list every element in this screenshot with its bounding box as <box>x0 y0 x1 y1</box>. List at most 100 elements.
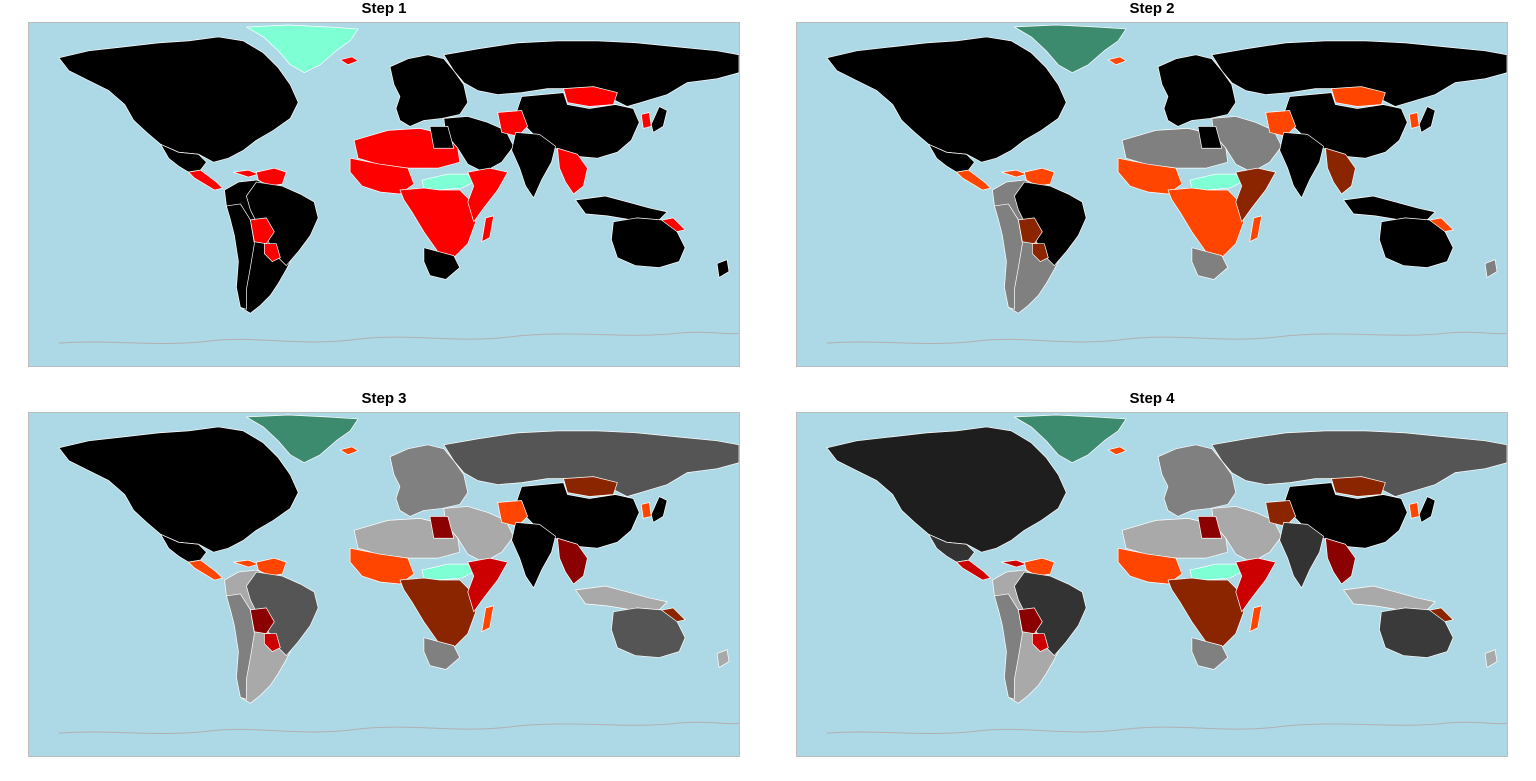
region-s-africa <box>1191 637 1229 670</box>
region-iceland <box>339 56 359 66</box>
region-e-africa <box>467 557 509 613</box>
region-japan <box>1418 496 1436 523</box>
antarctica-outline <box>58 721 739 734</box>
region-greenland <box>1014 24 1127 74</box>
region-korea <box>1408 502 1420 519</box>
region-paraguay <box>263 243 281 262</box>
region-nz <box>716 259 730 278</box>
region-nz <box>1484 649 1498 668</box>
region-russia <box>443 40 739 107</box>
region-indonesia <box>1343 195 1436 221</box>
region-europe <box>1157 54 1237 127</box>
region-indonesia <box>1343 585 1436 611</box>
region-afghanistan <box>497 110 528 137</box>
region-s-africa <box>1191 247 1229 280</box>
region-india <box>511 132 556 199</box>
region-se-asia <box>1325 147 1356 195</box>
region-e-africa <box>467 167 509 223</box>
region-c-africa <box>1167 187 1245 258</box>
map-panel-step-2: Step 2 <box>796 0 1508 378</box>
region-egypt <box>429 516 455 539</box>
region-madagascar <box>481 215 495 243</box>
region-iceland <box>1107 56 1127 66</box>
region-brazil <box>246 181 319 266</box>
antarctica-outline <box>826 331 1507 344</box>
region-paraguay <box>1031 633 1049 652</box>
panel-title: Step 4 <box>1129 390 1175 407</box>
region-w-africa <box>349 547 415 585</box>
region-venezuela <box>1024 167 1055 187</box>
region-russia <box>1211 430 1507 497</box>
region-central-america <box>188 169 223 191</box>
region-india <box>1279 132 1324 199</box>
region-c-africa <box>1167 577 1245 648</box>
region-madagascar <box>1249 605 1263 633</box>
region-bolivia <box>250 217 275 245</box>
region-europe <box>389 444 469 517</box>
region-north-america <box>826 426 1067 553</box>
region-iceland <box>339 446 359 456</box>
region-europe <box>389 54 469 127</box>
region-c-africa <box>399 187 477 258</box>
region-egypt <box>429 126 455 149</box>
region-australia <box>1379 607 1454 658</box>
world-map <box>28 22 740 367</box>
region-australia <box>1379 217 1454 268</box>
region-madagascar <box>1249 215 1263 243</box>
region-e-africa <box>1235 167 1277 223</box>
region-bolivia <box>250 607 275 635</box>
region-bolivia <box>1018 217 1043 245</box>
region-venezuela <box>256 167 287 187</box>
region-egypt <box>1197 516 1223 539</box>
world-map <box>28 412 740 757</box>
region-japan <box>650 106 668 133</box>
world-map <box>796 22 1508 367</box>
region-iceland <box>1107 446 1127 456</box>
map-canvas <box>29 23 739 366</box>
region-greenland <box>1014 414 1127 464</box>
region-korea <box>640 112 652 129</box>
region-nz <box>1484 259 1498 278</box>
region-australia <box>611 217 686 268</box>
region-se-asia <box>557 147 588 195</box>
region-korea <box>640 502 652 519</box>
region-greenland <box>246 414 359 464</box>
region-venezuela <box>256 557 287 577</box>
map-panel-step-1: Step 1 <box>28 0 740 378</box>
region-korea <box>1408 112 1420 129</box>
region-e-africa <box>1235 557 1277 613</box>
region-s-africa <box>423 637 461 670</box>
region-nz <box>716 649 730 668</box>
region-north-america <box>58 36 299 163</box>
map-panel-step-3: Step 3 <box>28 390 740 768</box>
region-brazil <box>1014 571 1087 656</box>
region-japan <box>1418 106 1436 133</box>
region-central-america <box>188 559 223 581</box>
panel-title: Step 1 <box>361 0 407 17</box>
region-venezuela <box>1024 557 1055 577</box>
region-brazil <box>246 571 319 656</box>
map-canvas <box>29 413 739 756</box>
region-indonesia <box>575 195 668 221</box>
region-europe <box>1157 444 1237 517</box>
region-w-africa <box>1117 547 1183 585</box>
region-se-asia <box>557 537 588 585</box>
region-madagascar <box>481 605 495 633</box>
panel-title: Step 2 <box>1129 0 1175 17</box>
region-greenland <box>246 24 359 74</box>
map-canvas <box>797 413 1507 756</box>
region-w-africa <box>349 157 415 195</box>
world-map <box>796 412 1508 757</box>
map-panel-step-4: Step 4 <box>796 390 1508 768</box>
region-central-america <box>956 559 991 581</box>
region-brazil <box>1014 181 1087 266</box>
region-afghanistan <box>497 500 528 527</box>
region-paraguay <box>263 633 281 652</box>
region-egypt <box>1197 126 1223 149</box>
region-afghanistan <box>1265 110 1296 137</box>
region-japan <box>650 496 668 523</box>
region-north-america <box>58 426 299 553</box>
region-central-america <box>956 169 991 191</box>
region-bolivia <box>1018 607 1043 635</box>
map-canvas <box>797 23 1507 366</box>
